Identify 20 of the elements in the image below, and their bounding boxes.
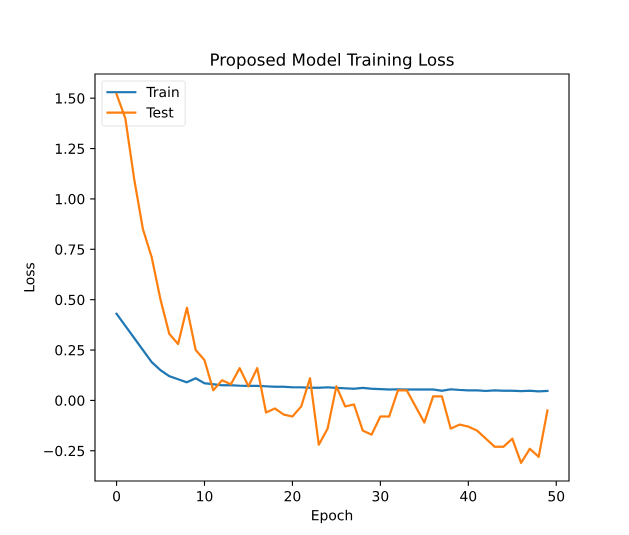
- y-tick-label: 1.50: [56, 93, 84, 104]
- y-tick-label: 1.00: [56, 194, 84, 204]
- chart-title: Proposed Model Training Loss: [211, 53, 454, 70]
- y-tick-label: −0.25: [44, 446, 84, 456]
- y-tick-label: 0.00: [55, 395, 84, 406]
- x-axis-title: Epoch: [312, 510, 352, 524]
- y-tick-label: 1.25: [56, 144, 84, 154]
- x-tick-label: 50: [548, 490, 564, 502]
- y-tick-label: 0.50: [55, 294, 84, 306]
- x-tick-label: 20: [284, 490, 300, 502]
- x-tick-label: 30: [372, 490, 388, 502]
- legend-label: Train: [146, 86, 179, 98]
- y-axis-title: Loss: [24, 262, 34, 292]
- y-tick-label: 0.25: [55, 345, 84, 356]
- x-tick-label: 40: [460, 490, 476, 502]
- x-tick-label: 10: [197, 490, 212, 502]
- y-tick-label: 0.75: [55, 244, 84, 255]
- x-tick-label: 0: [113, 490, 120, 502]
- legend-label: Test: [146, 107, 174, 118]
- line-series: [115, 312, 549, 392]
